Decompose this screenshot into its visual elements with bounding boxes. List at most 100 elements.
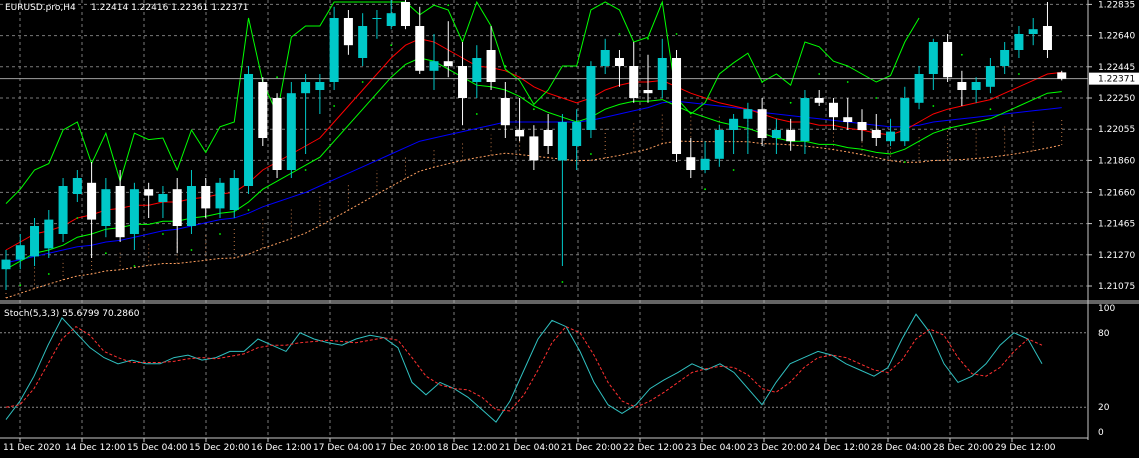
candle-bear — [643, 90, 653, 94]
candle-bull — [301, 82, 311, 94]
candle-bull — [101, 189, 111, 226]
candle-bull — [586, 66, 596, 130]
y-tick-label: 1.22640 — [1098, 32, 1135, 42]
candle-bear — [686, 157, 696, 170]
x-tick-label: 18 Dec 12:00 — [437, 443, 498, 453]
candle-bull — [72, 178, 82, 194]
indicator-label: Stoch(5,3,3) 55.6799 70.2860 — [4, 309, 140, 319]
candle-bull — [286, 93, 296, 170]
candle-bear — [172, 189, 182, 226]
psar-dot — [219, 233, 221, 235]
candle-bear — [400, 2, 410, 26]
candle-bull — [215, 182, 225, 209]
candle-bear — [1042, 26, 1052, 50]
candle-bull — [58, 186, 68, 234]
x-tick-label: 24 Dec 12:00 — [809, 443, 870, 453]
candle-bear — [672, 58, 682, 154]
psar-dot — [789, 101, 792, 104]
candle-bull — [429, 61, 439, 71]
psar-dot — [304, 169, 307, 171]
stoch-y-tick-label: 0 — [1098, 428, 1104, 438]
candle-bull — [315, 82, 325, 90]
x-tick-label: 16 Dec 12:00 — [251, 443, 312, 453]
y-tick-label: 1.21660 — [1098, 188, 1135, 198]
candle-bull — [472, 58, 482, 82]
current-price-tag — [1089, 72, 1139, 85]
x-tick-label: 17 Dec 20:00 — [375, 443, 436, 453]
psar-dot — [818, 73, 821, 75]
stoch-y-tick-label: 20 — [1098, 403, 1110, 413]
psar-dot — [361, 81, 364, 83]
x-tick-label: 22 Dec 12:00 — [623, 443, 684, 453]
psar-dot — [47, 273, 50, 275]
candle-bull — [700, 158, 710, 170]
candle-bull — [30, 226, 40, 257]
candle-bull — [572, 122, 582, 146]
psar-dot — [276, 76, 278, 79]
candle-bull — [15, 245, 25, 260]
y-tick-label: 1.22445 — [1098, 63, 1135, 73]
psar-dot — [390, 44, 393, 47]
x-tick-label: 23 Dec 04:00 — [685, 443, 746, 453]
candle-bull — [985, 66, 995, 87]
stoch-main-line — [5, 313, 1043, 423]
psar-dot — [475, 113, 478, 115]
candle-bear — [144, 189, 154, 196]
y-tick-label: 1.22250 — [1098, 94, 1135, 104]
candle-bull — [928, 42, 938, 74]
candle-bear — [529, 136, 539, 161]
psar-dot — [675, 33, 678, 35]
candle-bear — [201, 186, 211, 209]
candle-bear — [814, 98, 824, 103]
candle-bull — [714, 130, 724, 159]
psar-dot — [447, 4, 450, 7]
candle-bull — [914, 74, 924, 103]
candle-bull — [1028, 29, 1038, 34]
candle-bull — [557, 122, 567, 161]
psar-dot — [190, 249, 193, 251]
psar-dot — [618, 33, 621, 35]
candle-bull — [372, 18, 382, 19]
ma-slow-line — [5, 100, 1062, 264]
candle-bear — [757, 109, 767, 138]
candle-bear — [543, 130, 553, 146]
candle-bear — [486, 50, 496, 82]
candle-bear — [786, 130, 796, 142]
candle-bear — [458, 66, 468, 98]
candle-bull — [1, 259, 11, 270]
candle-bull — [600, 50, 610, 66]
header-ohlc: 1.22414 1.22416 1.22361 1.22371 — [91, 3, 248, 13]
psar-dot — [104, 252, 107, 255]
psar-dot — [647, 37, 649, 40]
candle-bear — [828, 102, 838, 118]
candles — [1, 0, 1067, 290]
candle-bull — [129, 189, 139, 234]
stoch-y-tick-label: 80 — [1098, 329, 1110, 339]
psar-dot — [903, 161, 906, 163]
psar-dot — [532, 108, 535, 111]
y-tick-label: 1.21270 — [1098, 251, 1135, 261]
candle-bear — [500, 98, 510, 126]
candle-bull — [44, 219, 54, 249]
candle-bull — [971, 82, 981, 90]
candle-bull — [186, 186, 196, 226]
candle-bear — [343, 18, 353, 46]
current-price-label: 1.22371 — [1098, 75, 1135, 85]
psar-dot — [162, 233, 164, 235]
x-tick-label: 21 Dec 04:00 — [499, 443, 560, 453]
x-tick-label: 28 Dec 20:00 — [933, 443, 994, 453]
x-tick-label: 29 Dec 12:00 — [995, 443, 1056, 453]
x-tick-label: 15 Dec 04:00 — [127, 443, 188, 453]
psar-dot — [247, 209, 250, 211]
candle-bull — [1000, 50, 1010, 66]
x-tick-label: 14 Dec 12:00 — [65, 443, 126, 453]
candle-bull — [743, 109, 753, 119]
candle-bull — [158, 194, 168, 202]
psar-dot — [133, 265, 136, 267]
candle-bear — [843, 117, 853, 122]
psar-dot — [732, 169, 735, 171]
candle-bear — [443, 61, 453, 66]
psar-dot — [333, 105, 336, 107]
